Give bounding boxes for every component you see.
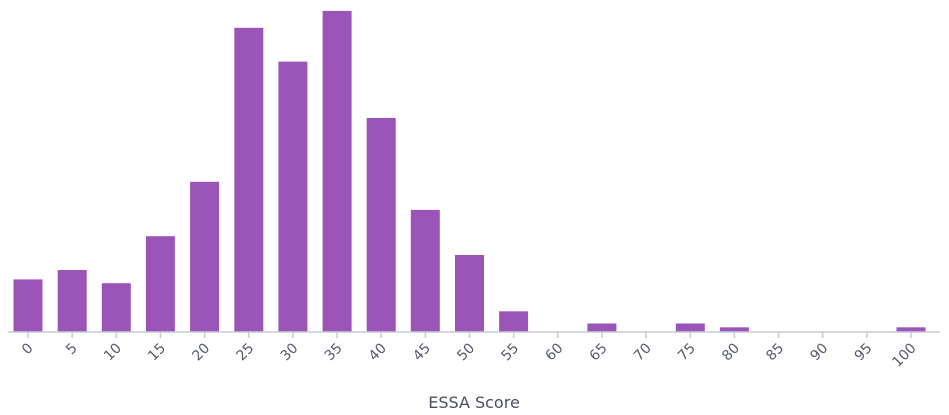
bar-75 xyxy=(675,323,705,332)
x-tick-label-50: 50 xyxy=(454,340,478,364)
x-tick-label-85: 85 xyxy=(763,340,787,364)
x-tick-label-0: 0 xyxy=(19,340,37,358)
x-tick-label-30: 30 xyxy=(278,340,302,364)
x-tick-label-5: 5 xyxy=(63,340,81,358)
bar-series xyxy=(13,10,926,333)
x-tick-label-40: 40 xyxy=(366,340,390,364)
x-tick-label-15: 15 xyxy=(145,340,169,364)
bar-50 xyxy=(455,255,484,332)
x-tick-label-75: 75 xyxy=(675,340,699,364)
bar-5 xyxy=(57,270,87,332)
x-tick-label-80: 80 xyxy=(719,340,743,364)
bar-0 xyxy=(13,279,43,332)
bar-100 xyxy=(896,327,926,332)
x-tick-label-55: 55 xyxy=(498,340,522,364)
bar-40 xyxy=(366,117,396,333)
x-tick-label-20: 20 xyxy=(189,340,213,364)
x-tick-label-45: 45 xyxy=(410,340,434,364)
bar-25 xyxy=(234,27,264,333)
bar-20 xyxy=(190,181,220,332)
x-tick-label-35: 35 xyxy=(322,340,346,364)
x-tick-label-95: 95 xyxy=(852,340,876,364)
bar-15 xyxy=(145,236,175,332)
x-tick-label-90: 90 xyxy=(807,340,831,364)
bar-65 xyxy=(587,323,617,332)
x-tick-label-10: 10 xyxy=(101,340,125,364)
bar-55 xyxy=(499,311,529,332)
bar-30 xyxy=(278,61,308,332)
x-tick-label-100: 100 xyxy=(889,340,919,370)
x-axis-ticks: 0 5 10 15 20 25 30 35 40 45 50 55 60 65 70 75 80 85 90 95 10… xyxy=(19,332,920,371)
bar-10 xyxy=(101,283,131,332)
bar-80 xyxy=(719,327,749,332)
x-tick-label-70: 70 xyxy=(631,340,655,364)
x-tick-label-65: 65 xyxy=(587,340,611,364)
x-tick-label-25: 25 xyxy=(233,340,257,364)
bar-45 xyxy=(410,209,440,332)
bar-35 xyxy=(322,10,352,333)
x-tick-label-60: 60 xyxy=(543,340,567,364)
x-axis-label: ESSA Score xyxy=(428,393,520,412)
